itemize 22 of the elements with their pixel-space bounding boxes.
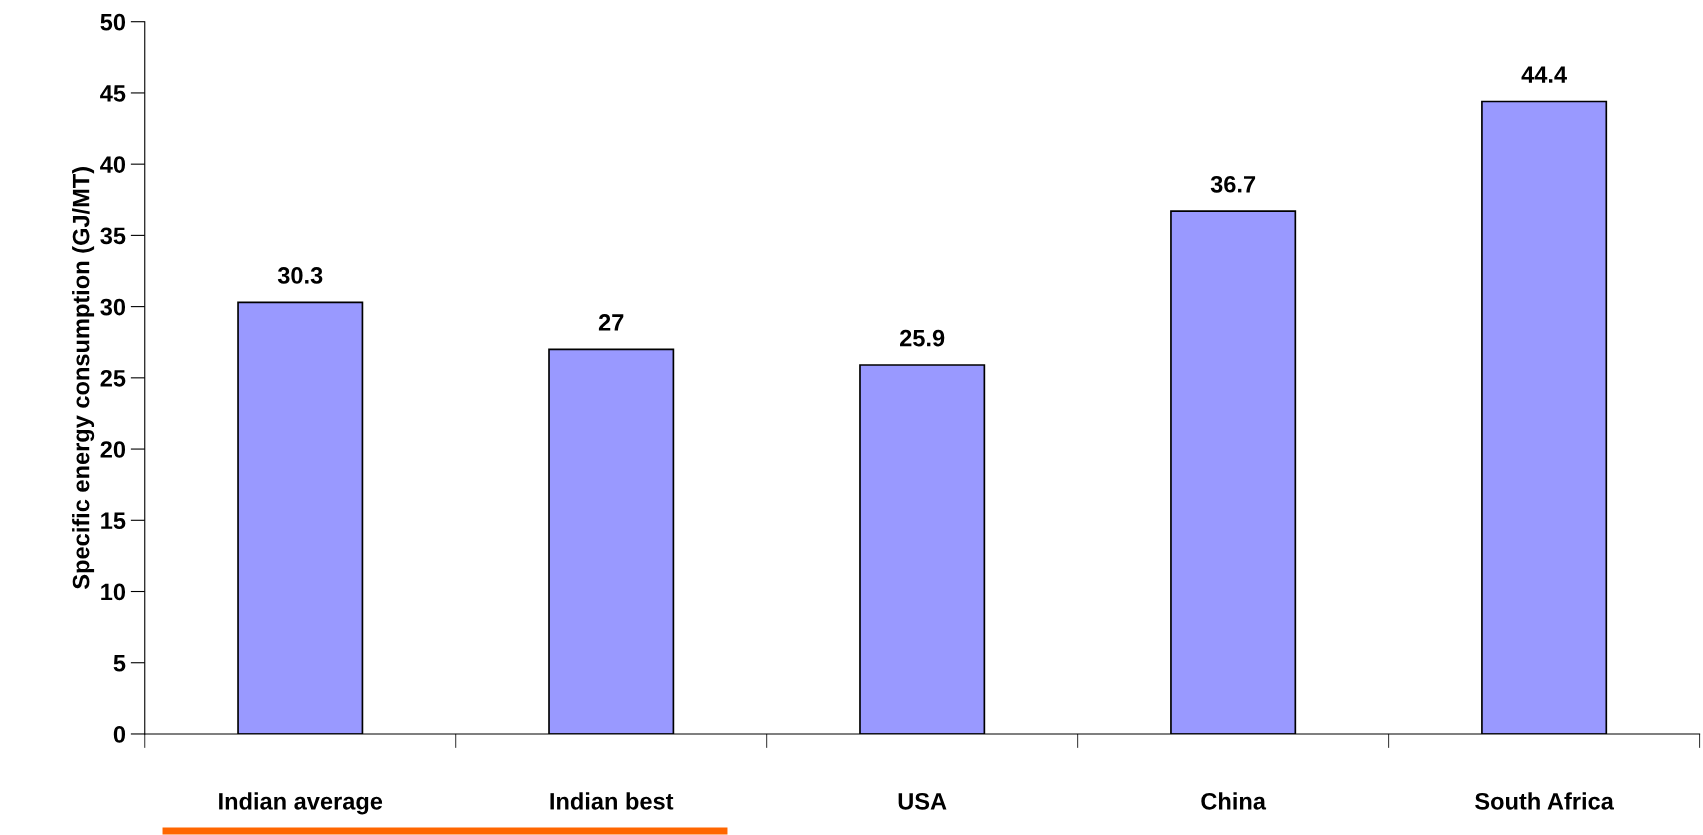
- data-label: 44.4: [1521, 66, 1567, 83]
- y-tick-label: 10: [101, 583, 126, 601]
- x-tick-label: Indian best: [550, 792, 674, 810]
- y-axis-title: Specific energy consumption (GJ/MT): [72, 167, 95, 590]
- y-tick-label: 0: [113, 726, 126, 743]
- data-label: 36.7: [1210, 175, 1256, 193]
- y-tick-label: 20: [100, 441, 126, 458]
- y-tick-label: 30: [100, 298, 126, 316]
- y-tick-label: 25: [100, 369, 126, 387]
- y-tick-label: 45: [100, 85, 126, 102]
- data-label: 27: [598, 314, 624, 331]
- x-tick-label: USA: [898, 792, 947, 810]
- y-tick-label: 35: [100, 227, 126, 245]
- data-label: 25.9: [900, 329, 945, 347]
- x-tick-label: South Africa: [1475, 792, 1614, 810]
- data-label: 30.3: [277, 267, 323, 284]
- y-tick-label: 40: [100, 156, 126, 173]
- x-tick-label: Indian average: [219, 792, 383, 815]
- y-tick-label: 50: [100, 13, 126, 31]
- y-tick-label: 15: [101, 512, 126, 530]
- x-tick-label: China: [1201, 792, 1267, 810]
- y-tick-label: 5: [113, 655, 126, 672]
